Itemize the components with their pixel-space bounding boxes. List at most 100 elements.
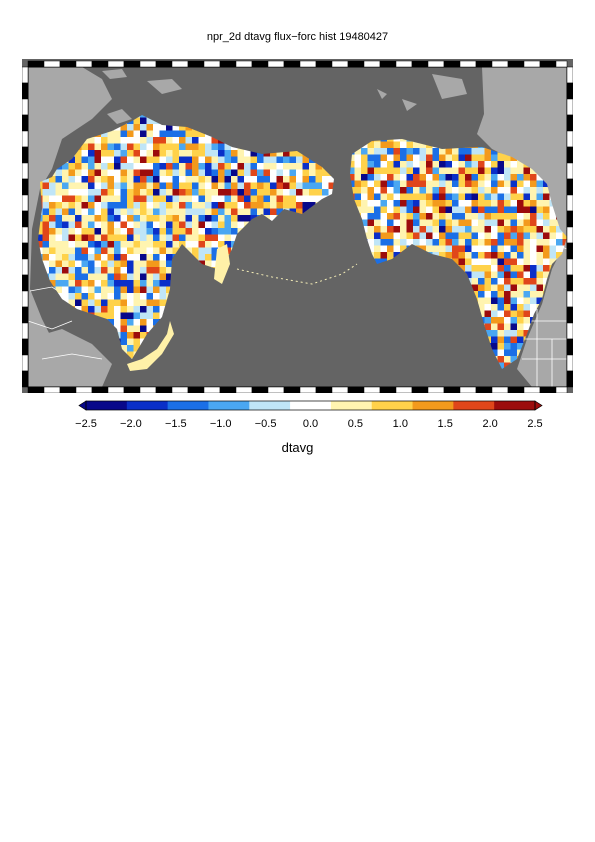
data-cell [484, 265, 492, 272]
data-cell [88, 163, 95, 170]
data-cell [159, 306, 167, 313]
data-cell [101, 182, 108, 190]
data-cell [224, 169, 232, 177]
data-cell [88, 169, 95, 177]
data-cell [146, 280, 154, 287]
data-cell [393, 213, 401, 220]
data-cell [146, 176, 154, 183]
data-cell [315, 169, 323, 177]
data-cell [146, 150, 154, 157]
data-cell [224, 176, 232, 183]
data-cell [120, 338, 128, 346]
data-cell [484, 297, 492, 305]
data-cell [432, 239, 440, 246]
data-cell [140, 267, 147, 274]
frame-tick [267, 386, 285, 393]
data-cell [432, 187, 440, 194]
data-cell [452, 154, 459, 162]
colorbar-tick-label: 2.5 [527, 418, 543, 430]
data-cell [140, 286, 147, 294]
data-cell [146, 221, 154, 229]
data-cell [471, 245, 479, 253]
data-cell [491, 310, 498, 318]
data-cell [237, 169, 245, 177]
data-cell [419, 193, 427, 201]
data-cell [491, 148, 498, 155]
data-cell [374, 239, 381, 246]
data-cell [166, 143, 173, 151]
data-cell [146, 273, 154, 281]
data-cell [146, 299, 154, 307]
data-cell [283, 176, 290, 183]
data-cell [478, 200, 485, 207]
data-cell [211, 241, 219, 248]
data-cell [211, 156, 219, 164]
data-cell [166, 208, 173, 216]
data-cell [504, 284, 511, 292]
data-cell [94, 234, 102, 242]
data-cell [322, 182, 329, 190]
data-cell [88, 137, 95, 144]
data-cell [120, 312, 128, 320]
data-cell [276, 195, 284, 203]
data-cell [478, 252, 485, 259]
data-cell [530, 278, 537, 285]
data-cell [133, 215, 141, 222]
data-cell [556, 252, 563, 259]
data-cell [497, 154, 505, 162]
colorbar-cell [371, 401, 414, 410]
data-cell [159, 169, 167, 177]
data-cell [179, 137, 186, 144]
data-cell [289, 202, 297, 209]
data-cell [484, 174, 492, 181]
data-cell [523, 323, 531, 331]
data-cell [88, 273, 95, 281]
data-cell [445, 239, 453, 246]
data-cell [198, 163, 206, 170]
data-cell [107, 293, 115, 300]
data-cell [497, 356, 505, 363]
data-cell [224, 241, 232, 248]
data-cell [380, 148, 388, 155]
data-cell [198, 234, 206, 242]
data-cell [406, 180, 414, 188]
data-cell [510, 174, 518, 181]
data-cell [426, 161, 433, 168]
data-cell [127, 208, 134, 216]
data-cell [439, 148, 446, 155]
frame-tick [22, 66, 29, 84]
data-cell [107, 208, 115, 216]
data-cell [114, 156, 121, 164]
data-cell [510, 213, 518, 220]
data-cell [146, 156, 154, 164]
data-cell [224, 163, 232, 170]
data-cell [439, 193, 446, 201]
data-cell [484, 200, 492, 207]
data-cell [81, 254, 89, 261]
frame-tick [315, 386, 333, 393]
data-cell [211, 234, 219, 242]
data-cell [374, 258, 381, 266]
frame-tick [299, 60, 317, 68]
data-cell [94, 260, 102, 268]
data-cell [140, 293, 147, 300]
data-cell [166, 280, 173, 287]
data-cell [101, 202, 108, 209]
data-cell [296, 156, 303, 164]
data-cell [133, 286, 141, 294]
data-cell [211, 189, 219, 196]
data-cell [218, 228, 225, 235]
data-cell [478, 161, 485, 168]
data-cell [166, 273, 173, 281]
data-cell [127, 280, 134, 287]
colorbar-tick-label: −1.5 [164, 418, 187, 430]
data-cell [536, 271, 544, 279]
data-cell [133, 247, 141, 255]
data-cell [400, 193, 407, 201]
data-cell [491, 258, 498, 266]
data-cell [172, 176, 180, 183]
frame-tick [566, 210, 573, 228]
data-cell [211, 215, 219, 222]
data-cell [257, 156, 264, 164]
data-cell [159, 176, 167, 183]
